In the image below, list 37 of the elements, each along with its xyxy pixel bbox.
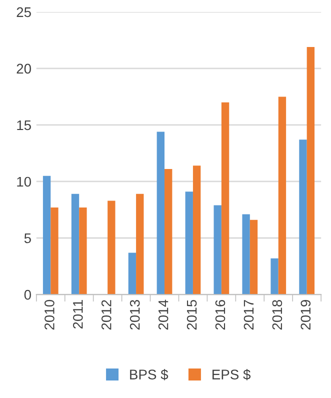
y-tick-label: 10	[17, 176, 32, 187]
x-tick-label: 2018	[272, 300, 282, 330]
bar	[108, 200, 116, 295]
legend-label: BPS $	[130, 369, 168, 380]
bar	[156, 132, 165, 295]
bar	[250, 220, 258, 295]
bar	[164, 169, 172, 295]
x-tick-label: 2016	[215, 300, 226, 330]
bar	[185, 192, 193, 295]
x-tick-label: 2015	[186, 300, 197, 330]
bar	[278, 96, 286, 295]
bar	[192, 166, 201, 295]
y-tick-label: 25	[16, 7, 31, 18]
bar	[79, 207, 87, 295]
legend-label: EPS $	[212, 369, 251, 380]
bar	[128, 252, 136, 295]
x-tick-label: 2014	[158, 300, 168, 330]
bar	[214, 205, 222, 295]
bar	[136, 194, 144, 295]
x-tick-label: 2011	[73, 300, 83, 329]
y-tick-label: 0	[24, 290, 32, 300]
y-tick-label: 15	[17, 120, 31, 130]
bar	[71, 194, 80, 295]
bar	[242, 214, 250, 295]
x-tick-label: 2010	[44, 300, 54, 330]
bar	[299, 140, 307, 295]
y-tick-label: 20	[16, 64, 32, 74]
x-tick-label: 2019	[300, 300, 311, 330]
x-tick-label: 2012	[101, 300, 112, 330]
x-tick-label: 2013	[130, 300, 140, 330]
x-tick-label: 2017	[244, 300, 254, 330]
bar	[221, 102, 230, 295]
bar	[306, 46, 315, 295]
bar	[42, 176, 51, 295]
bar	[270, 258, 278, 295]
bar	[50, 207, 58, 295]
y-tick-label: 5	[24, 233, 31, 244]
